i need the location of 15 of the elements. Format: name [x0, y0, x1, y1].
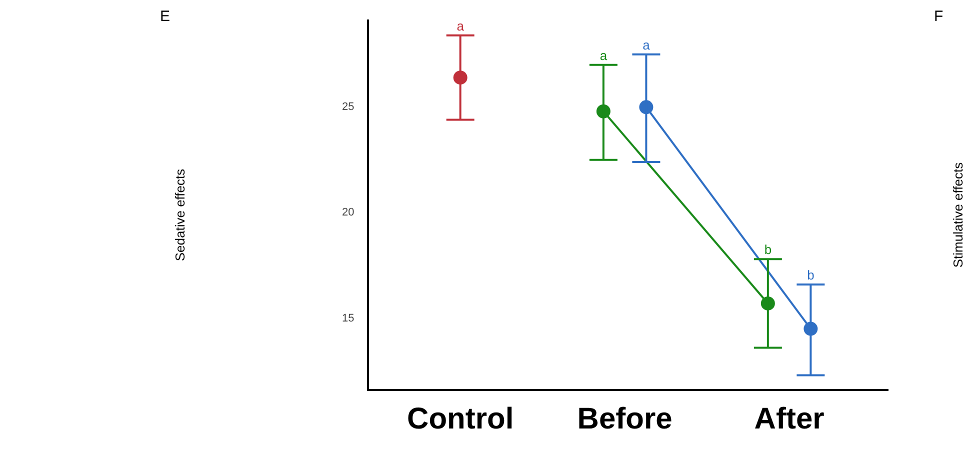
- annotation: b: [807, 268, 814, 283]
- x-tick-label: After: [754, 402, 825, 436]
- text: Sedative effects: [172, 168, 188, 262]
- annotation: b: [764, 242, 772, 258]
- x-tick-label: Control: [407, 402, 514, 436]
- text: F: [934, 8, 944, 25]
- y-tick-label: 15: [342, 312, 354, 324]
- y-tick-label: 20: [342, 206, 354, 219]
- annotation: a: [642, 37, 651, 52]
- annotation: a: [456, 18, 465, 34]
- annotation: a: [600, 48, 608, 64]
- y-tick-label: 25: [342, 101, 354, 114]
- text: Stimulative effects: [950, 162, 966, 268]
- x-tick-label: Before: [577, 402, 672, 436]
- text: E: [160, 8, 170, 25]
